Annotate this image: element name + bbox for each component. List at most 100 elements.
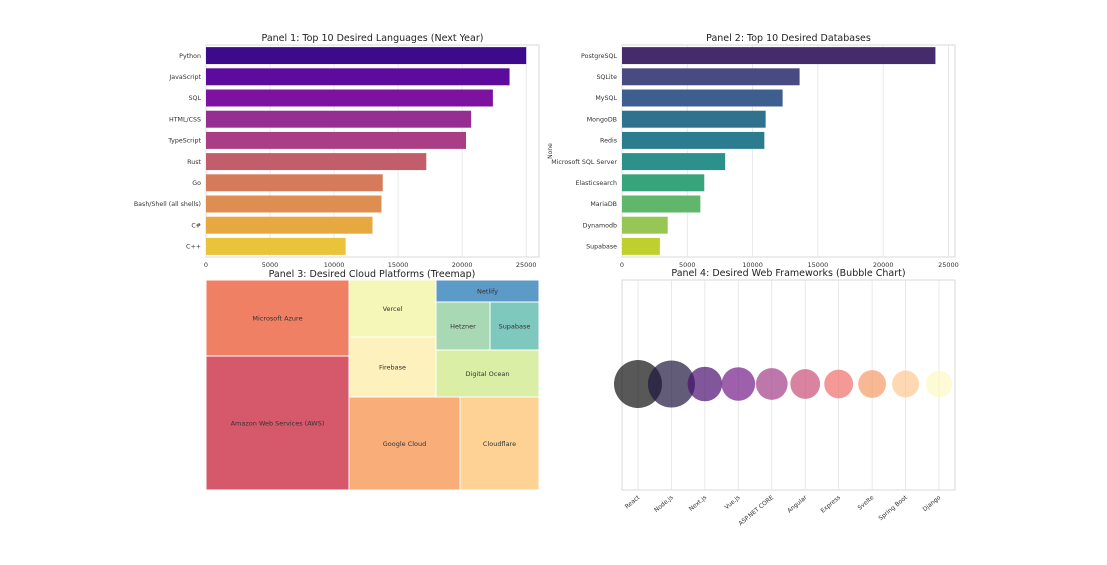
treemap-label: Vercel [383,305,403,313]
bar [622,131,765,149]
x-tick-label: Spring Boot [877,494,909,522]
y-tick-label: Microsoft SQL Server [551,159,617,166]
x-tick-label: Express [819,494,841,514]
bubble [790,369,821,399]
bar [206,89,493,107]
y-tick-label: PostgreSQL [581,53,617,60]
bubble [858,370,887,398]
x-tick-label: React [624,494,642,511]
bar [622,195,701,213]
x-tick-label: Next.js [688,494,708,513]
x-tick-label: 10000 [742,261,763,269]
x-tick-label: 0 [204,261,208,269]
treemap-label: Cloudflare [483,440,516,448]
bar [206,195,382,213]
treemap-label: Digital Ocean [466,370,510,378]
bar [206,110,472,128]
x-tick-label: 15000 [808,261,829,269]
y-tick-label: Python [179,53,201,60]
panel-title: Panel 2: Top 10 Desired Databases [706,33,871,44]
x-tick-label: 25000 [938,261,959,269]
bar [622,89,783,107]
y-tick-label: C# [191,222,201,229]
bubble [892,370,919,398]
y-tick-label: Rust [187,159,201,166]
x-tick-label: 20000 [452,261,473,269]
bar [206,174,383,192]
x-tick-label: 5000 [262,261,279,269]
y-tick-label: Redis [600,138,617,145]
treemap-label: Google Cloud [383,440,427,448]
bar [206,216,373,234]
bubble [614,360,662,408]
treemap-label: Supabase [499,322,531,330]
bar [622,216,668,234]
x-tick-label: 25000 [516,261,537,269]
y-tick-label: SQL [189,95,202,102]
y-tick-label: Dynamodb [583,222,617,229]
y-tick-label: Bash/Shell (all shells) [134,201,201,208]
y-tick-label: SQLite [596,74,617,81]
x-tick-label: 0 [620,261,624,269]
y-axis-label: None [547,143,554,159]
x-tick-label: 15000 [388,261,409,269]
panel-title: Panel 1: Top 10 Desired Languages (Next … [262,33,484,44]
x-tick-label: Django [922,494,943,513]
bar [622,153,726,171]
bar [622,68,800,86]
y-tick-label: Supabase [586,244,617,251]
bar [622,174,705,192]
treemap-label: Hetzner [450,322,476,330]
x-tick-label: Node.js [653,494,675,514]
treemap-label: Firebase [379,363,406,371]
x-tick-label: 5000 [679,261,696,269]
panel-3: Amazon Web Services (AWS) Microsoft Azure… [205,269,540,491]
panel-1: 0 5000 10000 15000 20000 25000 Python JavaScrip… [134,33,540,269]
y-tick-label: JavaScript [168,74,201,81]
y-tick-label: MySQL [595,95,617,102]
x-tick-label: 10000 [324,261,345,269]
y-tick-label: MariaDB [590,201,617,208]
x-tick-label: Svelte [857,494,876,512]
panel-title: Panel 4: Desired Web Frameworks (Bubble … [671,268,905,279]
bubble [647,360,695,408]
bar [622,110,766,128]
y-tick-label: TypeScript [167,138,201,145]
bubble [824,369,854,399]
treemap-tile [435,301,491,351]
bar [206,47,527,65]
x-tick-label: Angular [786,494,809,515]
bar [622,47,936,65]
treemap-tile [435,349,540,398]
treemap-label: Netlify [477,287,498,295]
panel-2: 0 5000 10000 15000 20000 25000 PostgreSQL SQLit… [547,33,959,269]
treemap-tile [348,396,461,491]
y-tick-label: C++ [186,244,201,251]
y-tick-label: HTML/CSS [169,116,201,123]
bar [206,68,510,86]
panel-title: Panel 3: Desired Cloud Platforms (Treema… [269,269,476,280]
bar [622,237,660,255]
x-tick-label: 20000 [873,261,894,269]
bar [206,153,427,171]
bar [206,131,466,149]
treemap-label: Microsoft Azure [252,314,302,322]
treemap-tile [205,355,350,491]
treemap-tile [489,301,540,351]
bubble [687,366,723,402]
treemap-tile [205,279,350,357]
x-tick-label: ASP.NET CORE [737,494,775,527]
y-tick-label: Go [192,180,201,187]
x-tick-label: Vue.js [723,494,741,511]
treemap-tile [348,279,437,338]
treemap-label: Amazon Web Services (AWS) [231,419,325,427]
bar [206,237,346,255]
treemap-tile [348,336,437,398]
bubble [755,368,788,400]
y-tick-label: MongoDB [587,116,617,123]
y-tick-label: Elasticsearch [576,180,617,187]
bubble [925,370,953,398]
